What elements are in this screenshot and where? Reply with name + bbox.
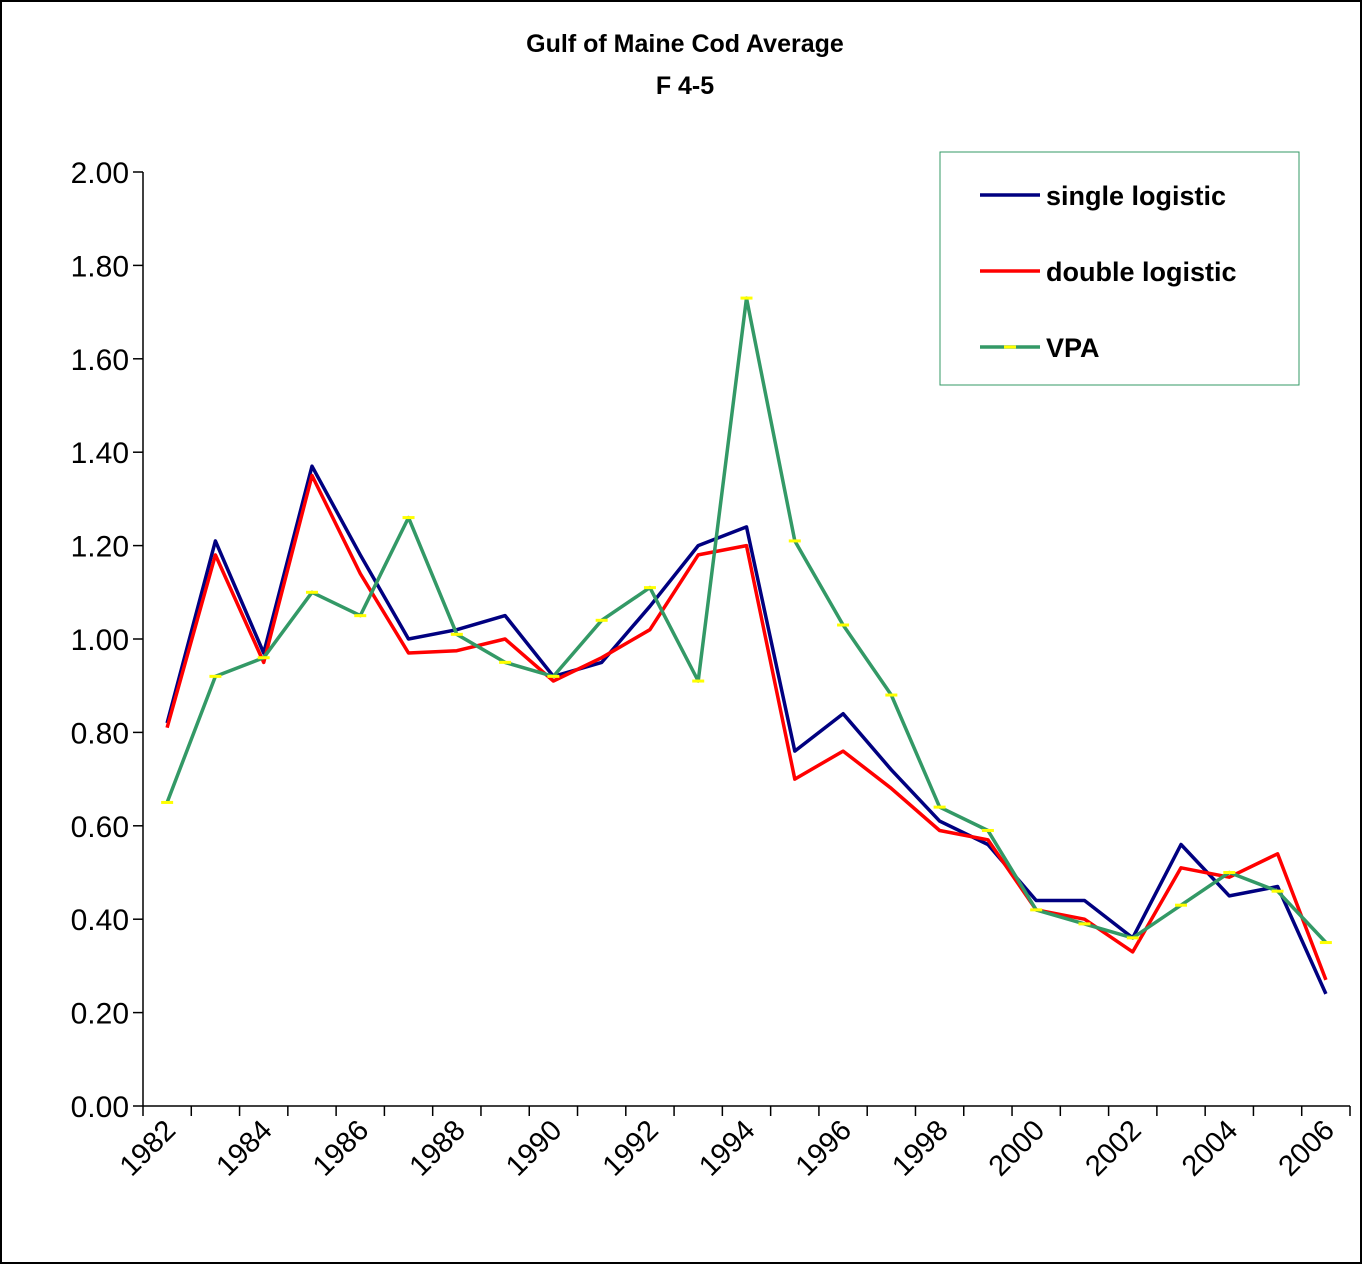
chart-subtitle: F 4-5	[656, 72, 714, 100]
y-tick-label: 1.60	[71, 344, 129, 377]
y-tick-label: 1.40	[71, 437, 129, 470]
y-tick-label: 0.40	[71, 904, 129, 937]
legend-label: single logistic	[1046, 181, 1226, 211]
y-tick-label: 2.00	[71, 157, 129, 190]
series-line	[165, 473, 1328, 981]
y-tick-label: 1.00	[71, 624, 129, 657]
y-tick-label: 0.00	[71, 1091, 129, 1124]
legend-label: double logistic	[1046, 257, 1237, 287]
y-tick-label: 0.80	[71, 717, 129, 750]
y-tick-label: 1.20	[71, 531, 129, 564]
legend-label: VPA	[1046, 333, 1100, 363]
y-tick-label: 0.20	[71, 998, 129, 1031]
y-tick-label: 0.60	[71, 811, 129, 844]
y-tick-label: 1.80	[71, 250, 129, 283]
chart-title: Gulf of Maine Cod Average	[526, 30, 844, 58]
